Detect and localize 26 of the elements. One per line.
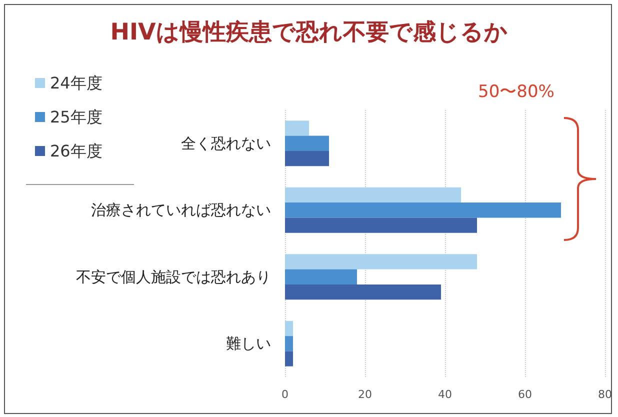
bar bbox=[285, 136, 329, 151]
x-tick-label: 80 bbox=[598, 388, 612, 401]
x-tick-label: 60 bbox=[518, 388, 532, 401]
bar bbox=[285, 202, 561, 218]
chart-title: HIVは慢性疾患で恐れ不要で感じるか bbox=[110, 20, 508, 46]
x-tick-label: 40 bbox=[438, 388, 452, 401]
x-tick-label: 0 bbox=[282, 388, 288, 401]
legend-label: 26年度 bbox=[50, 142, 102, 160]
bar bbox=[285, 336, 293, 352]
bar bbox=[285, 254, 477, 270]
y-tick-label: 難しい bbox=[226, 334, 271, 353]
y-tick-label: 不安で個人施設では恐れあり bbox=[76, 268, 271, 286]
bar bbox=[285, 120, 309, 136]
legend-label: 24年度 bbox=[50, 74, 102, 92]
y-tick-label: 全く恐れない bbox=[181, 134, 271, 152]
bar bbox=[285, 269, 357, 284]
y-tick-label: 治療されていれば恐れない bbox=[91, 201, 271, 220]
bar bbox=[285, 284, 441, 300]
bar bbox=[285, 187, 461, 203]
text: 50〜80% bbox=[478, 81, 554, 103]
bar bbox=[285, 218, 477, 233]
bar bbox=[285, 150, 329, 166]
x-tick-label: 20 bbox=[358, 388, 372, 401]
bar bbox=[285, 351, 293, 366]
bar bbox=[285, 320, 293, 336]
legend-label: 25年度 bbox=[50, 108, 102, 126]
